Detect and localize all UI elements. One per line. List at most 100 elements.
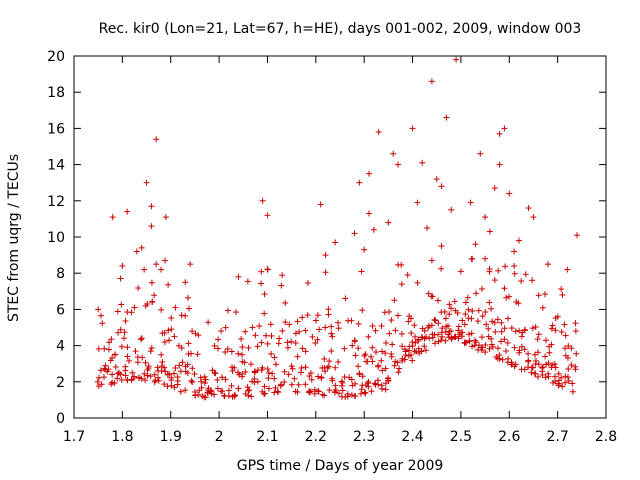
- data-point: [548, 325, 555, 332]
- data-point: [539, 371, 546, 378]
- data-point: [378, 382, 385, 389]
- data-point: [318, 374, 325, 381]
- data-point: [494, 316, 501, 323]
- data-point: [261, 383, 268, 390]
- data-point: [379, 348, 386, 355]
- data-point: [455, 323, 462, 330]
- data-point: [539, 304, 546, 311]
- data-point: [375, 129, 382, 136]
- data-point: [239, 344, 246, 351]
- data-point: [435, 297, 442, 304]
- data-point: [195, 391, 202, 398]
- data-point: [286, 321, 293, 328]
- data-point: [531, 351, 538, 358]
- data-point: [558, 328, 565, 335]
- data-point: [544, 261, 551, 268]
- data-point: [101, 345, 108, 352]
- data-point: [428, 293, 435, 300]
- data-point: [325, 363, 332, 370]
- data-point: [351, 230, 358, 237]
- data-point: [372, 327, 379, 334]
- data-point: [138, 375, 145, 382]
- data-point: [425, 324, 432, 331]
- y-tick-label: 6: [56, 302, 65, 318]
- data-point: [437, 337, 444, 344]
- data-point: [108, 381, 115, 388]
- data-point: [124, 208, 131, 215]
- data-point: [512, 361, 519, 368]
- data-point: [407, 351, 414, 358]
- data-point: [235, 273, 242, 280]
- data-point: [378, 357, 385, 364]
- data-point: [294, 318, 301, 325]
- data-point: [438, 183, 445, 190]
- y-tick-label: 16: [47, 121, 65, 137]
- data-point: [195, 332, 202, 339]
- data-point: [388, 317, 395, 324]
- data-point: [168, 382, 175, 389]
- data-point: [445, 331, 452, 338]
- data-point: [271, 354, 278, 361]
- data-point: [438, 265, 445, 272]
- data-point: [532, 370, 539, 377]
- data-point: [162, 257, 169, 264]
- data-point: [126, 357, 133, 364]
- data-point: [358, 386, 365, 393]
- data-point: [398, 281, 405, 288]
- data-point: [365, 378, 372, 385]
- data-point: [516, 347, 523, 354]
- data-point: [498, 328, 505, 335]
- data-point: [388, 353, 395, 360]
- data-point: [512, 328, 519, 335]
- data-point: [535, 349, 542, 356]
- data-point: [402, 346, 409, 353]
- data-point: [258, 268, 265, 275]
- data-point: [335, 325, 342, 332]
- data-point: [222, 349, 229, 356]
- data-point: [374, 377, 381, 384]
- data-point: [145, 363, 152, 370]
- data-point: [242, 368, 249, 375]
- x-tick-label: 2.2: [305, 429, 327, 445]
- data-point: [565, 366, 572, 373]
- data-point: [469, 343, 476, 350]
- data-point: [369, 344, 376, 351]
- data-point: [428, 257, 435, 264]
- data-point: [124, 344, 131, 351]
- x-axis-label: GPS time / Days of year 2009: [237, 458, 444, 474]
- data-point: [158, 266, 165, 273]
- data-point: [455, 335, 462, 342]
- data-point: [525, 205, 532, 212]
- data-point: [288, 381, 295, 388]
- data-point: [486, 228, 493, 235]
- data-point: [365, 333, 372, 340]
- data-point: [131, 373, 138, 380]
- data-point: [136, 374, 143, 381]
- data-point: [359, 373, 366, 380]
- data-point: [205, 319, 212, 326]
- data-point: [147, 348, 154, 355]
- data-point: [251, 368, 258, 375]
- data-point: [307, 388, 314, 395]
- data-point: [342, 394, 349, 401]
- data-point: [496, 161, 503, 168]
- data-point: [119, 262, 126, 269]
- data-point: [94, 378, 101, 385]
- data-point: [352, 380, 359, 387]
- data-point: [409, 357, 416, 364]
- data-point: [265, 369, 272, 376]
- y-tick-label: 4: [56, 339, 65, 355]
- data-point: [348, 317, 355, 324]
- data-point: [161, 381, 168, 388]
- data-point: [97, 367, 104, 374]
- data-point: [117, 326, 124, 333]
- data-point: [322, 324, 329, 331]
- data-point: [184, 370, 191, 377]
- data-point: [511, 262, 518, 269]
- data-point: [483, 321, 490, 328]
- data-point: [99, 320, 106, 327]
- data-point: [414, 279, 421, 286]
- data-point: [534, 336, 541, 343]
- data-point: [468, 315, 475, 322]
- data-point: [506, 190, 513, 197]
